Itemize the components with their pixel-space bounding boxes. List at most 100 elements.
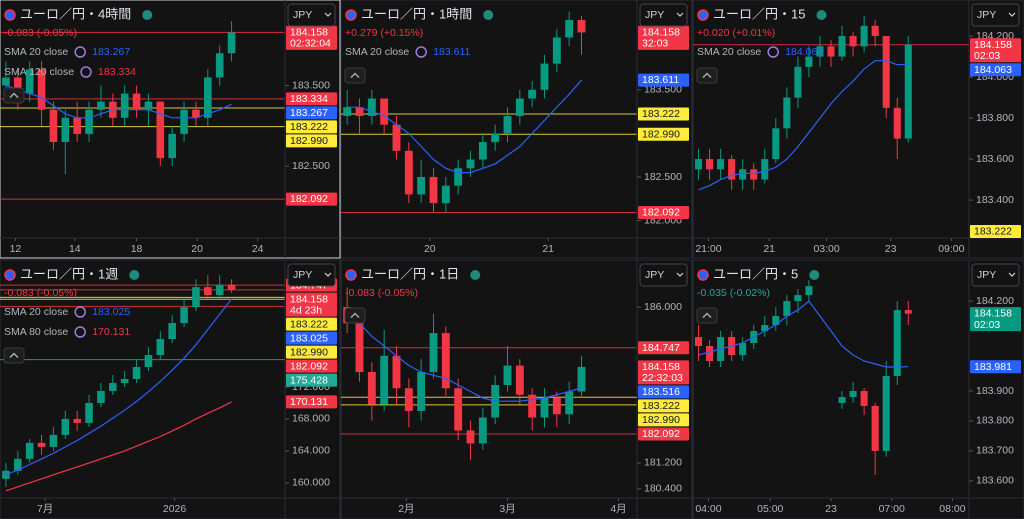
indicator-settings-icon[interactable]: [415, 46, 427, 58]
candle-body: [454, 388, 463, 431]
x-tick-label: 2026: [163, 503, 187, 515]
symbol-icon: [345, 9, 357, 21]
candle-body: [144, 355, 153, 368]
chart-panel[interactable]: 184.200 183.900 183.800 183.700 183.600 04:00…: [692, 259, 1024, 519]
currency-button[interactable]: [971, 3, 1020, 27]
visibility-icon[interactable]: [129, 270, 140, 280]
candle-body: [404, 388, 413, 411]
x-tick-label: 07:00: [879, 503, 905, 515]
candle-body: [73, 418, 81, 423]
price-label-bg: [970, 360, 1021, 374]
price-label-bg: [638, 341, 689, 355]
symbol-icon: [697, 269, 709, 281]
price-change: +0.020 (+0.01%): [697, 27, 775, 39]
indicator-settings-icon[interactable]: [80, 66, 92, 78]
candle-body: [343, 107, 352, 116]
candle-body: [694, 337, 703, 347]
candle-body: [540, 397, 549, 418]
currency-label: JPY: [645, 269, 664, 281]
y-tick-label: 182.500: [292, 160, 330, 172]
candle-body: [454, 168, 463, 186]
price-label: 182.990: [290, 135, 328, 147]
indicator-settings-icon[interactable]: [74, 306, 86, 318]
price-label: 183.611: [642, 74, 679, 86]
candle-body: [805, 286, 813, 296]
price-label: 184.158: [642, 27, 680, 39]
indicator-value: 183.025: [92, 306, 130, 318]
candle-body: [404, 150, 413, 195]
price-label-bg: [638, 427, 689, 441]
collapse-chevron: [9, 352, 19, 358]
y-tick-label: 183.700: [976, 445, 1014, 457]
visibility-icon[interactable]: [816, 10, 827, 20]
symbol-title: ユーロ／円・1日: [361, 266, 459, 281]
candle-body: [380, 355, 389, 405]
collapse-button[interactable]: [696, 307, 718, 324]
price-label: 184.158: [974, 39, 1012, 51]
chart-panel[interactable]: 186.000 181.200 180.400 2月 3月 4月 184.747 184.15…: [340, 259, 693, 519]
candle-body: [204, 77, 212, 118]
x-tick-label: 21: [763, 243, 775, 255]
candle-body: [109, 382, 117, 391]
candle-body: [227, 284, 236, 290]
chart-panel[interactable]: 172.000168.000164.000160.0007月2026184.74…: [0, 259, 341, 519]
y-tick-label: 183.400: [976, 194, 1014, 206]
candle-body: [882, 36, 890, 108]
currency-chevron: [676, 12, 684, 17]
price-label-bg: [638, 206, 689, 220]
visibility-icon[interactable]: [483, 10, 494, 20]
price-label: 182.990: [290, 346, 328, 358]
candle-body: [429, 333, 438, 373]
plot-area: [341, 11, 637, 214]
y-tick-label: 186.000: [644, 301, 682, 313]
indicator-settings-icon[interactable]: [767, 46, 779, 58]
candle-body: [871, 25, 879, 37]
indicator-name: SMA 20 close: [345, 46, 409, 58]
indicator-value: 183.267: [92, 46, 130, 58]
x-tick-label: 3月: [499, 503, 515, 515]
visibility-icon[interactable]: [809, 270, 820, 280]
visibility-icon[interactable]: [142, 10, 153, 20]
chart-panel[interactable]: 184.200184.000183.800183.600183.40021:00…: [692, 0, 1024, 259]
collapse-button[interactable]: [3, 347, 25, 364]
y-tick-label: 181.200: [644, 457, 682, 469]
currency-label: JPY: [645, 9, 664, 21]
currency-button[interactable]: [971, 263, 1020, 287]
x-tick-label: 21: [542, 243, 554, 255]
collapse-button[interactable]: [696, 67, 718, 84]
currency-button[interactable]: [287, 3, 336, 27]
indicator-name: SMA 20 close: [4, 306, 68, 318]
symbol-icon: [4, 269, 16, 281]
visibility-icon[interactable]: [470, 270, 481, 280]
price-label: 184.158: [642, 361, 680, 373]
x-tick-label: 08:00: [939, 503, 965, 515]
currency-label: JPY: [293, 9, 312, 21]
indicator-settings-icon[interactable]: [74, 46, 86, 58]
currency-chevron: [324, 272, 332, 277]
candle-body: [805, 56, 813, 67]
candle-body: [739, 343, 747, 356]
price-label-countdown: 02:03: [974, 319, 1000, 331]
currency-button[interactable]: [287, 263, 336, 287]
price-label: 184.158: [974, 308, 1012, 320]
currency-button[interactable]: [639, 263, 688, 287]
y-tick-label: 183.600: [976, 153, 1014, 165]
collapse-button[interactable]: [3, 87, 25, 104]
x-tick-label: 4月: [610, 503, 626, 515]
candle-body: [466, 159, 475, 169]
currency-button[interactable]: [639, 3, 688, 27]
candle-body: [528, 394, 537, 418]
panel-bg: [0, 259, 341, 519]
collapse-button[interactable]: [344, 307, 366, 324]
y-tick-label: 184.200: [976, 295, 1014, 307]
price-label-countdown: 02:32:04: [290, 38, 331, 50]
price-label: 183.516: [642, 386, 680, 398]
indicator-settings-icon[interactable]: [74, 326, 86, 338]
collapse-button[interactable]: [344, 67, 366, 84]
price-label-bg: [638, 385, 689, 399]
collapse-chevron: [702, 312, 712, 318]
price-change: -0.083 (-0.05%): [345, 287, 418, 299]
